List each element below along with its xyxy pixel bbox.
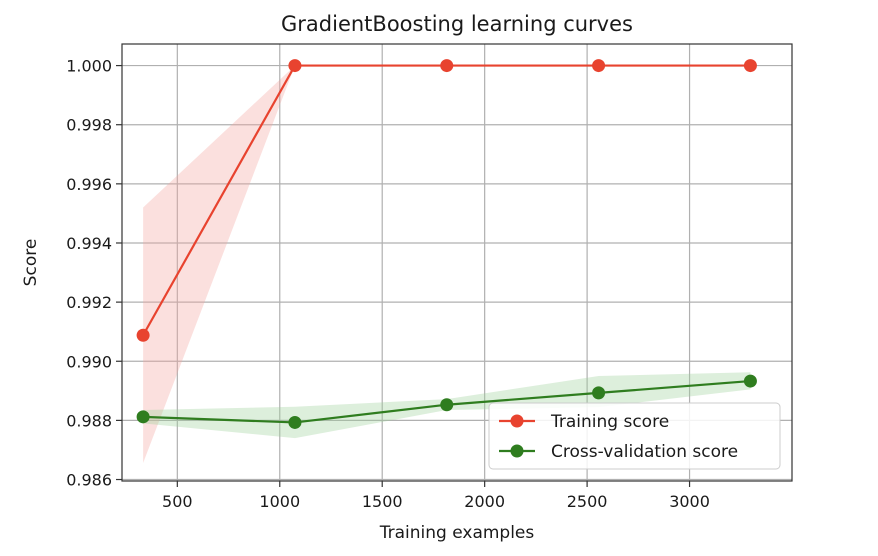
y-axis-label: Score <box>21 239 41 287</box>
data-point-1 <box>743 374 757 388</box>
y-tick-label: 0.996 <box>66 175 112 194</box>
y-tick-label: 1.000 <box>66 57 112 76</box>
data-point-0 <box>592 59 606 73</box>
series-lines <box>142 64 751 424</box>
data-point-1 <box>288 415 302 429</box>
x-tick-label: 1000 <box>259 492 300 511</box>
legend-label-1: Cross-validation score <box>551 442 738 462</box>
series-markers <box>136 59 757 429</box>
data-point-1 <box>136 410 150 424</box>
x-tick-label: 500 <box>162 492 193 511</box>
legend-marker-0 <box>510 414 524 428</box>
y-tick-label: 0.994 <box>66 234 112 253</box>
legend-box <box>488 402 781 470</box>
legend-marker-1 <box>510 444 524 458</box>
y-tick-label: 0.992 <box>66 293 112 312</box>
y-tick-label: 0.998 <box>66 116 112 135</box>
x-axis-ticks: 500 1000 1500 2000 2500 3000 <box>162 481 710 511</box>
y-tick-label: 0.986 <box>66 471 112 490</box>
data-point-1 <box>440 398 454 412</box>
x-tick-label: 1500 <box>362 492 403 511</box>
data-point-0 <box>440 59 454 73</box>
x-tick-label: 2500 <box>567 492 608 511</box>
data-point-0 <box>288 59 302 73</box>
y-axis-ticks: 0.986 0.988 0.990 0.992 0.994 0.996 0.998 1.000 <box>66 57 122 490</box>
data-point-0 <box>743 59 757 73</box>
y-tick-label: 0.990 <box>66 352 112 371</box>
data-point-1 <box>592 386 606 400</box>
x-axis-label: Training examples <box>379 523 535 543</box>
legend: Training score Cross-validation score <box>488 402 781 470</box>
data-point-0 <box>136 328 150 342</box>
legend-label-0: Training score <box>550 412 669 432</box>
y-tick-label: 0.988 <box>66 411 112 430</box>
x-tick-label: 2000 <box>464 492 505 511</box>
x-tick-label: 3000 <box>669 492 710 511</box>
plot-frame <box>121 43 793 482</box>
chart-title: GradientBoosting learning curves <box>281 12 633 36</box>
